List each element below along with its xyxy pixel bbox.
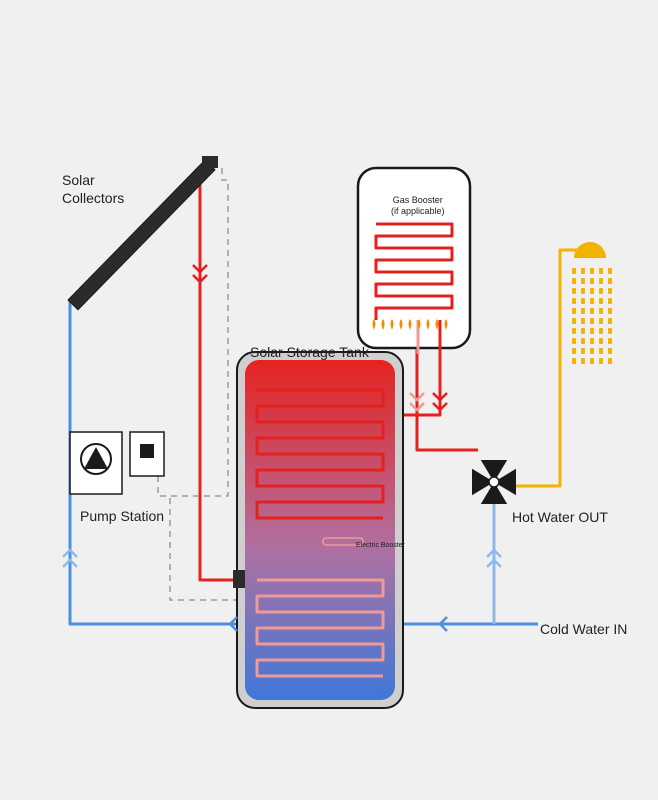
water-drop	[599, 358, 603, 364]
water-drop	[599, 318, 603, 324]
water-drop	[572, 308, 576, 314]
water-drop	[590, 358, 594, 364]
water-drop	[608, 288, 612, 294]
label-electric-booster: Electric Booster	[356, 542, 405, 551]
water-drop	[581, 268, 585, 274]
water-drop	[590, 338, 594, 344]
label-hot-water-out: Hot Water OUT	[512, 509, 608, 527]
pipe-hot_valve_to_shower	[506, 250, 580, 486]
water-drop	[581, 328, 585, 334]
water-drop	[590, 318, 594, 324]
label-solar-storage-tank: Solar Storage Tank	[250, 344, 369, 362]
water-drop	[590, 278, 594, 284]
water-drop	[590, 348, 594, 354]
tank-body	[245, 360, 395, 700]
water-drop	[608, 308, 612, 314]
shower-head-icon	[574, 242, 606, 258]
water-drop	[590, 328, 594, 334]
water-drop	[599, 278, 603, 284]
water-drop	[581, 348, 585, 354]
water-drop	[608, 338, 612, 344]
panel-connector	[202, 156, 218, 168]
water-drop	[599, 348, 603, 354]
water-drop	[608, 268, 612, 274]
water-drop	[581, 278, 585, 284]
label-cold-water-in: Cold Water IN	[540, 621, 627, 639]
water-drop	[608, 318, 612, 324]
label-gas-booster: Gas Booster (if applicable)	[391, 195, 445, 218]
water-drop	[572, 348, 576, 354]
water-drop	[581, 288, 585, 294]
solar-hot-water-diagram	[0, 0, 658, 800]
water-drop	[590, 268, 594, 274]
water-drop	[599, 298, 603, 304]
water-drop	[581, 318, 585, 324]
water-drop	[572, 268, 576, 274]
controller-square-icon	[140, 444, 154, 458]
water-drop	[608, 298, 612, 304]
water-drop	[599, 288, 603, 294]
water-drop	[572, 298, 576, 304]
water-drop	[608, 328, 612, 334]
water-drop	[608, 348, 612, 354]
mixing-valve	[472, 460, 516, 504]
label-pump-station: Pump Station	[80, 508, 164, 526]
water-drop	[581, 298, 585, 304]
water-drop	[599, 268, 603, 274]
water-drop	[599, 338, 603, 344]
water-drop	[608, 278, 612, 284]
tank-port	[233, 578, 245, 588]
water-drop	[572, 288, 576, 294]
pipe-hot_booster_return	[417, 342, 478, 450]
water-drop	[590, 298, 594, 304]
water-drop	[572, 338, 576, 344]
water-drop	[590, 288, 594, 294]
water-drop	[581, 338, 585, 344]
water-drop	[599, 308, 603, 314]
water-drop	[581, 308, 585, 314]
water-drop	[572, 278, 576, 284]
water-drop	[581, 358, 585, 364]
water-drop	[608, 358, 612, 364]
water-drop	[590, 308, 594, 314]
water-drop	[572, 328, 576, 334]
water-drop	[599, 328, 603, 334]
label-solar-collectors: Solar Collectors	[62, 172, 124, 207]
water-drop	[572, 358, 576, 364]
water-drop	[572, 318, 576, 324]
